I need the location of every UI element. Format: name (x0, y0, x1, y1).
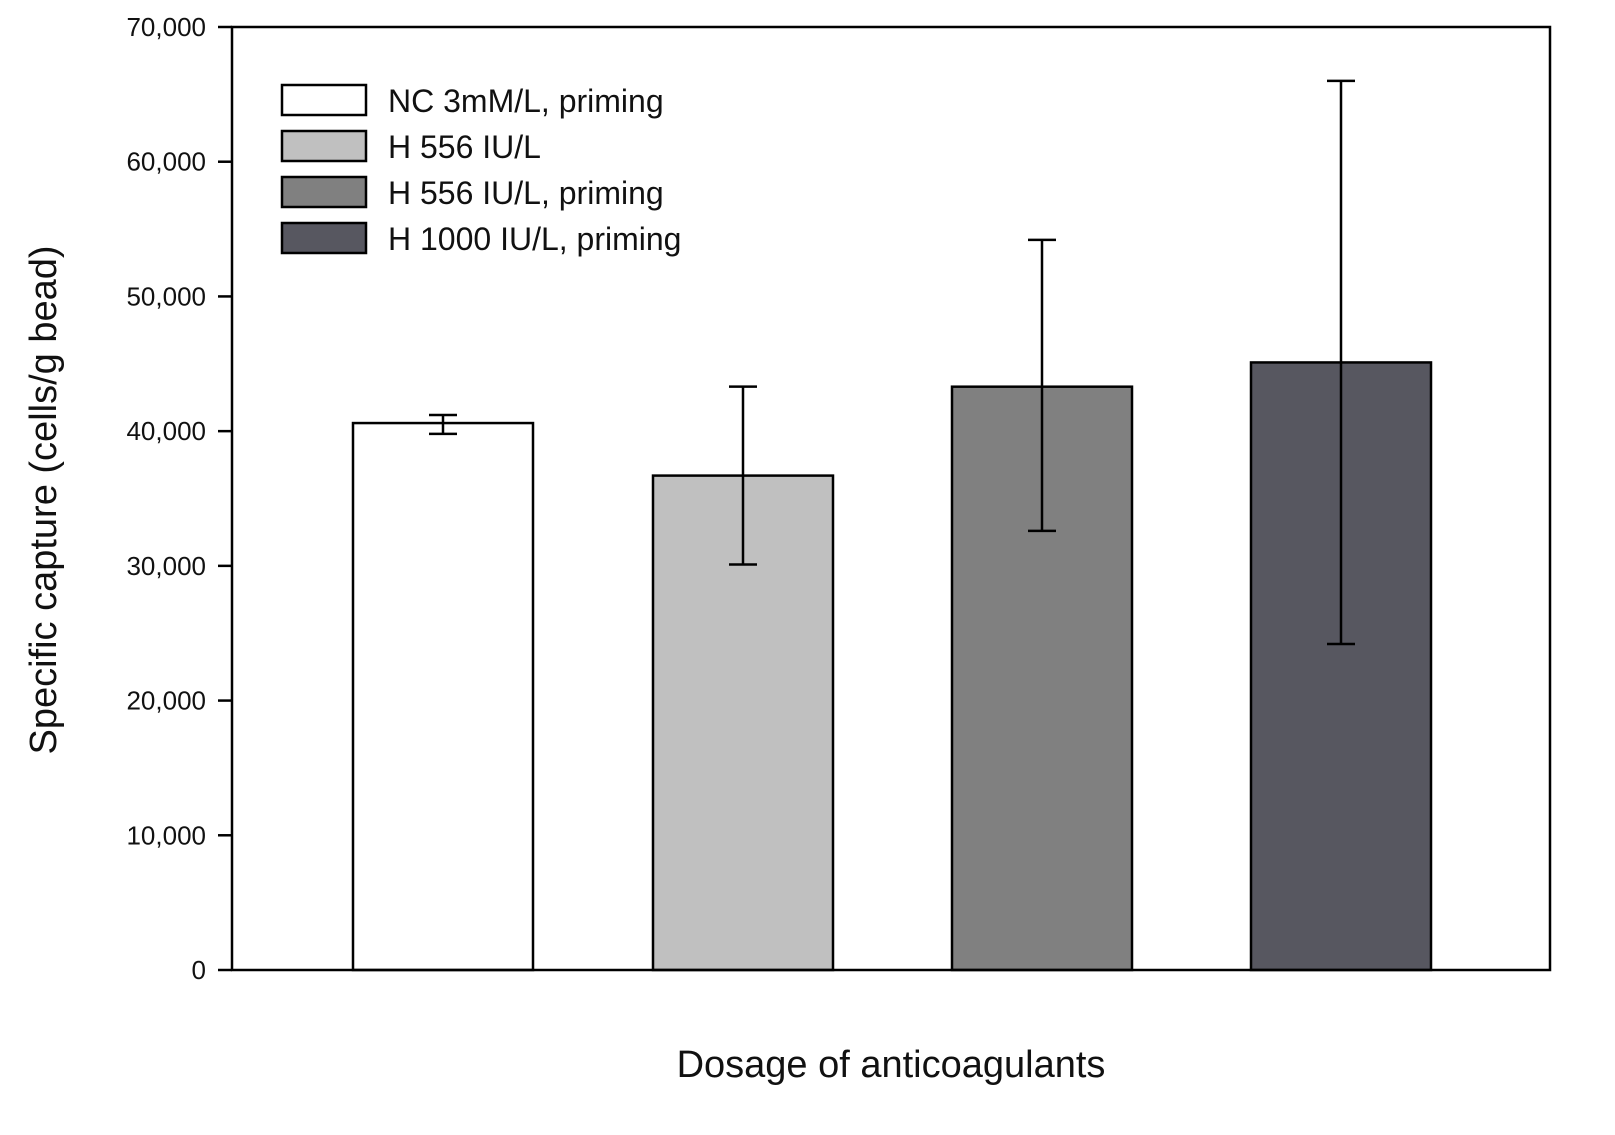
legend-label: NC 3mM/L, priming (388, 83, 664, 119)
plot-frame (230, 25, 1552, 972)
error-bars-layer (429, 79, 1355, 646)
y-axis-title: Specific capture (cells/g bead) (23, 245, 65, 754)
bar-nc-3mm-l-priming (351, 421, 535, 972)
y-tick-label: 60,000 (126, 147, 206, 177)
legend-swatch-nc-3mm-l-priming (280, 83, 368, 117)
y-tick-label: 70,000 (126, 12, 206, 42)
y-tick-label: 40,000 (126, 416, 206, 446)
legend: NC 3mM/L, priming H 556 IU/L H 556 IU/L, p… (280, 83, 681, 257)
y-axis: 0 10,000 20,000 30,000 40,000 50,000 60,000 70,… (126, 12, 232, 985)
y-tick-label: 50,000 (126, 281, 206, 311)
legend-swatch-h-1000-iu-l-priming (280, 221, 368, 255)
legend-label: H 556 IU/L (388, 129, 541, 165)
y-tick-label: 20,000 (126, 686, 206, 716)
x-axis-title: Dosage of anticoagulants (677, 1044, 1106, 1086)
legend-label: H 556 IU/L, priming (388, 175, 664, 211)
bars-layer (351, 361, 1433, 972)
legend-swatch-h-556-iu-l-priming (280, 175, 368, 209)
y-tick-label: 10,000 (126, 820, 206, 850)
legend-label: H 1000 IU/L, priming (388, 221, 681, 257)
y-tick-label: 30,000 (126, 551, 206, 581)
y-tick-label: 0 (192, 955, 206, 985)
legend-swatch-h-556-iu-l (280, 129, 368, 163)
